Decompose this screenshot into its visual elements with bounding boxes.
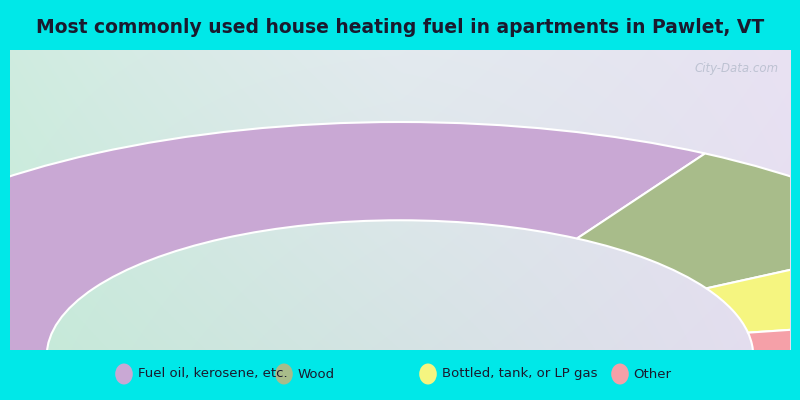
Wedge shape: [0, 122, 705, 356]
Text: Wood: Wood: [298, 368, 334, 380]
Text: City-Data.com: City-Data.com: [694, 62, 778, 75]
Wedge shape: [706, 240, 800, 333]
Text: Fuel oil, kerosene, etc.: Fuel oil, kerosene, etc.: [138, 368, 287, 380]
Ellipse shape: [115, 364, 133, 384]
Text: Most commonly used house heating fuel in apartments in Pawlet, VT: Most commonly used house heating fuel in…: [36, 18, 764, 37]
Wedge shape: [748, 316, 800, 356]
Wedge shape: [577, 154, 800, 288]
Text: Other: Other: [634, 368, 672, 380]
Ellipse shape: [419, 364, 437, 384]
Ellipse shape: [275, 364, 293, 384]
Text: Bottled, tank, or LP gas: Bottled, tank, or LP gas: [442, 368, 597, 380]
Ellipse shape: [611, 364, 629, 384]
